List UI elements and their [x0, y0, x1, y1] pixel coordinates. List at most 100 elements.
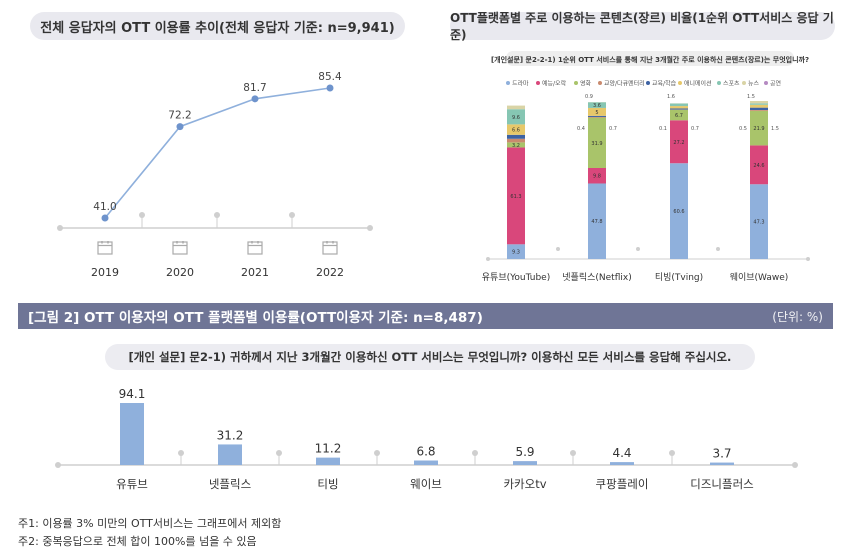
stacked-chart-title: OTT플랫폼별 주로 이용하는 콘텐츠(장르) 비율(1순위 OTT서비스 응답…	[450, 11, 835, 42]
stacked-segment	[670, 108, 688, 110]
side-value-label: 0.5	[739, 126, 747, 132]
segment-value-label: 24.6	[753, 163, 764, 169]
legend-label: 교양/다큐멘터리	[604, 80, 645, 88]
legend-label: 예능/오락	[542, 80, 567, 88]
bar-value-label: 31.2	[217, 428, 244, 442]
bar-value-label: 3.7	[712, 447, 731, 461]
legend-swatch	[742, 81, 746, 85]
stacked-segment	[750, 101, 768, 104]
line-point	[326, 84, 334, 92]
line-value-label: 85.4	[318, 71, 342, 83]
stacked-segment	[670, 163, 688, 259]
bar-category-label: 유튜브	[116, 477, 148, 491]
side-value-label: 0.7	[609, 126, 617, 132]
axis-tick-dot	[289, 212, 295, 218]
line-category-label: 2019	[91, 266, 119, 279]
bar-value-label: 6.8	[416, 445, 435, 459]
bar	[710, 462, 734, 465]
line-point	[251, 95, 259, 103]
bar	[120, 403, 144, 465]
line-category-label: 2021	[241, 266, 269, 279]
side-value-label: 0.9	[585, 94, 593, 100]
bar-category-label: 웨이브	[410, 477, 442, 491]
axis-tick-dot	[556, 247, 560, 251]
stacked-segment	[507, 105, 525, 110]
axis-end-dot	[55, 462, 61, 468]
axis-tick-dot	[636, 247, 640, 251]
stacked-segment	[588, 107, 606, 116]
line-value-label: 81.7	[243, 82, 266, 94]
segment-value-label: 5	[595, 110, 598, 116]
figure-title-bar: [그림 2] OTT 이용자의 OTT 플랫폼별 이용률(OTT이용자 기준: …	[18, 303, 833, 329]
stacked-segment	[507, 109, 525, 125]
stacked-segment	[670, 106, 688, 109]
stacked-chart: [개인설문] 문2-2-1) 1순위 OTT 서비스를 통해 지난 3개월간 주…	[482, 51, 810, 283]
legend-label: 공연	[770, 80, 781, 88]
bar-value-label: 4.4	[612, 446, 631, 460]
footnotes: 주1: 이용률 3% 미만의 OTT서비스는 그래프에서 제외함 주2: 중복응…	[18, 515, 281, 551]
stacked-category-label: 웨이브(Wawe)	[730, 271, 789, 283]
unit-label: (단위: %)	[772, 309, 823, 324]
axis-tick-dot	[214, 212, 220, 218]
line-series	[104, 87, 331, 219]
stacked-segment	[588, 167, 606, 184]
segment-value-label: 9.3	[512, 250, 520, 256]
stacked-segment	[588, 102, 606, 108]
axis-tick-dot	[472, 450, 478, 456]
legend-swatch	[717, 81, 721, 85]
bar	[414, 460, 438, 465]
bar-category-label: 넷플릭스	[209, 477, 251, 491]
side-value-label: 1.5	[771, 126, 779, 132]
axis-tick-dot	[570, 450, 576, 456]
stacked-segment	[670, 109, 688, 121]
segment-value-label: 6.6	[512, 128, 520, 134]
axis-end-dot	[57, 225, 63, 231]
stacked-segment	[507, 134, 525, 139]
calendar-icon	[172, 241, 188, 255]
stacked-segment	[750, 110, 768, 111]
bar-category-label: 티빙	[317, 477, 338, 491]
legend-label: 스포츠	[723, 81, 740, 88]
stacked-category-label: 티빙(Tving)	[655, 272, 703, 283]
stacked-segment	[750, 107, 768, 111]
line-chart-title: 전체 응답자의 OTT 이용률 추이(전체 응답자 기준: n=9,941)	[30, 12, 405, 40]
bar	[316, 457, 340, 465]
stacked-segment	[750, 103, 768, 105]
line-value-label: 41.0	[93, 201, 116, 213]
stacked-segment	[670, 120, 688, 164]
segment-value-label: 6.7	[675, 113, 683, 119]
segment-value-label: 47.8	[591, 219, 602, 225]
axis-tick-dot	[374, 450, 380, 456]
legend-swatch	[536, 81, 540, 85]
bar-category-label: 카카오tv	[503, 477, 546, 491]
line-value-label: 72.2	[168, 110, 191, 122]
stacked-segment	[588, 115, 606, 117]
legend-label: 뉴스	[748, 81, 760, 88]
axis-end-dot	[486, 257, 490, 261]
legend-swatch	[678, 81, 682, 85]
stacked-segment	[750, 145, 768, 185]
axis-end-dot	[792, 462, 798, 468]
axis-tick-dot	[716, 247, 720, 251]
calendar-icon	[247, 241, 263, 255]
segment-value-label: 60.6	[673, 209, 684, 215]
stacked-category-label: 유튜브(YouTube)	[482, 272, 550, 283]
bar	[218, 444, 242, 465]
line-chart: 41.0 2019 72.2 2020 81.7 2021 85.4 2022	[57, 71, 373, 279]
stacked-segment	[507, 244, 525, 259]
stacked-segment	[507, 124, 525, 135]
side-value-label: 0.4	[577, 126, 585, 132]
side-value-label: 0.1	[659, 126, 667, 132]
stacked-segment	[750, 104, 768, 108]
legend-swatch	[506, 81, 510, 85]
stacked-question-pill	[506, 51, 794, 66]
segment-value-label: 61.3	[510, 194, 521, 200]
figure-title: [그림 2] OTT 이용자의 OTT 플랫폼별 이용률(OTT이용자 기준: …	[28, 310, 483, 326]
stacked-segment	[507, 142, 525, 148]
legend-label: 교육/학습	[652, 80, 677, 88]
bar	[513, 461, 537, 465]
side-value-label: 0.7	[691, 126, 699, 132]
legend-swatch	[574, 81, 578, 85]
stacked-category-label: 넷플릭스(Netflix)	[562, 271, 631, 283]
axis-end-dot	[806, 257, 810, 261]
